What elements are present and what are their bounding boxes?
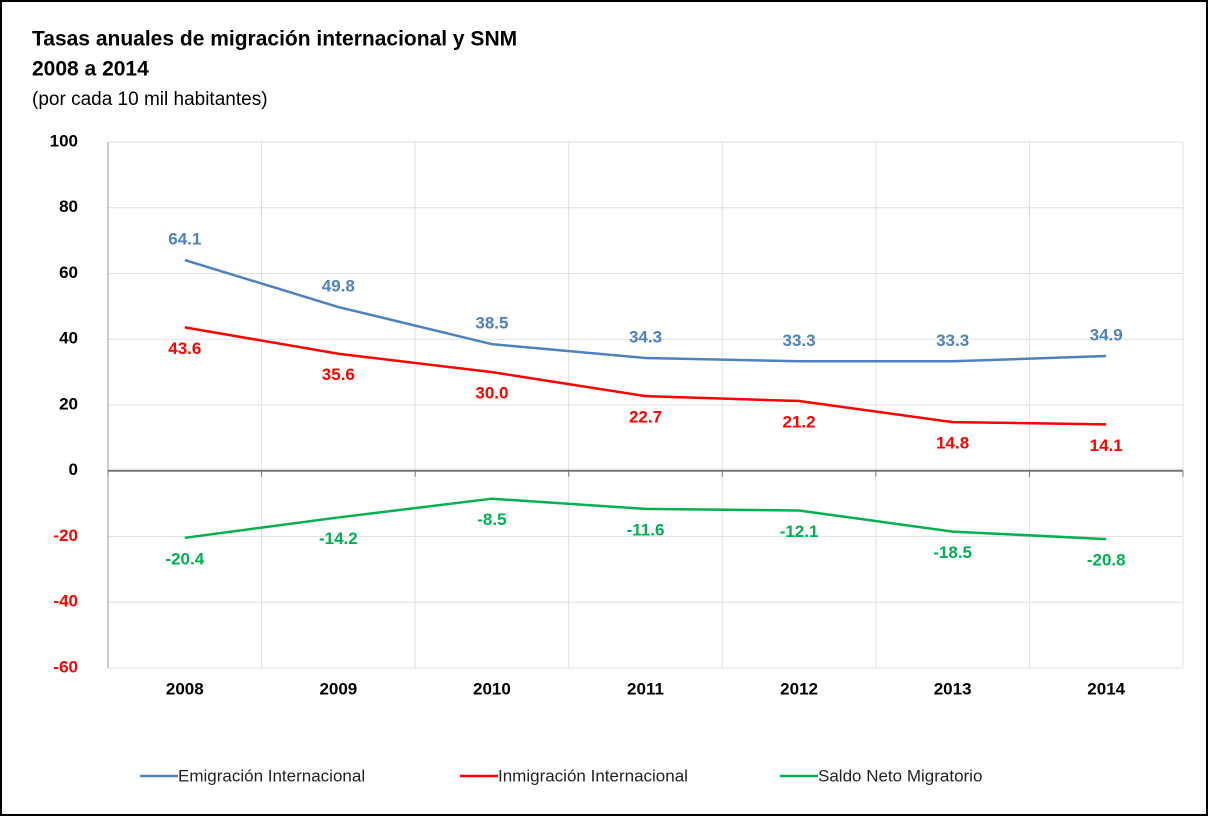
data-label: 49.8	[322, 277, 355, 296]
y-tick-label: -20	[53, 526, 78, 545]
data-label: -20.4	[165, 549, 204, 568]
data-label: -14.2	[319, 529, 358, 548]
chart-subtitle: 2008 a 2014	[32, 58, 149, 81]
data-label: 43.6	[168, 339, 201, 358]
data-label: -12.1	[780, 522, 819, 541]
x-tick-label: 2008	[166, 679, 204, 698]
data-label: 22.7	[629, 408, 662, 427]
data-label: -20.8	[1087, 551, 1126, 570]
data-label: -11.6	[627, 520, 665, 539]
y-tick-label: 80	[59, 197, 78, 216]
x-tick-label: 2012	[780, 679, 818, 698]
line	[184, 258, 1107, 363]
y-tick-label: -60	[53, 657, 78, 676]
line	[184, 497, 1107, 541]
chart-title: Tasas anuales de migración internacional…	[32, 28, 517, 51]
line	[184, 326, 1107, 426]
y-tick-label: 0	[69, 460, 78, 479]
data-label: 35.6	[322, 365, 355, 384]
x-tick-label: 2011	[627, 679, 664, 698]
y-tick-label: -40	[53, 592, 78, 611]
data-label: 14.1	[1090, 436, 1123, 455]
data-label: 38.5	[475, 314, 508, 333]
data-label: 64.1	[168, 230, 201, 249]
data-label: 33.3	[936, 331, 969, 350]
data-label: 33.3	[783, 331, 816, 350]
chart-note: (por cada 10 mil habitantes)	[32, 89, 268, 110]
data-label: -18.5	[933, 543, 972, 562]
data-label: -8.5	[477, 510, 506, 529]
x-tick-label: 2013	[934, 679, 972, 698]
y-tick-label: 60	[59, 263, 78, 282]
legend-label: Saldo Neto Migratorio	[818, 766, 982, 785]
data-label: 34.9	[1090, 326, 1123, 345]
data-label: 14.8	[936, 434, 969, 453]
data-label: 21.2	[783, 413, 816, 432]
x-tick-label: 2010	[473, 679, 511, 698]
x-tick-label: 2009	[319, 679, 357, 698]
legend-label: Emigración Internacional	[178, 766, 365, 785]
x-tick-label: 2014	[1087, 679, 1125, 698]
y-tick-label: 40	[59, 329, 78, 348]
y-tick-label: 20	[59, 394, 78, 413]
data-label: 34.3	[629, 327, 662, 346]
y-tick-label: 100	[50, 131, 78, 150]
legend-label: Inmigración Internacional	[498, 766, 688, 785]
data-label: 30.0	[475, 384, 508, 403]
